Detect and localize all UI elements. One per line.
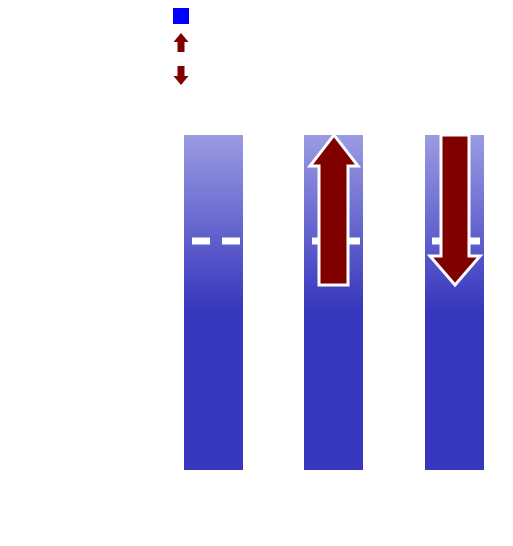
down-arrow-in-column-3	[426, 133, 484, 288]
legend	[173, 8, 189, 85]
up-arrow-icon	[173, 33, 189, 52]
up-arrow-in-column-2	[306, 132, 362, 287]
down-arrow-icon	[173, 66, 189, 85]
column-1	[184, 135, 243, 470]
blue-square-icon	[173, 8, 189, 24]
